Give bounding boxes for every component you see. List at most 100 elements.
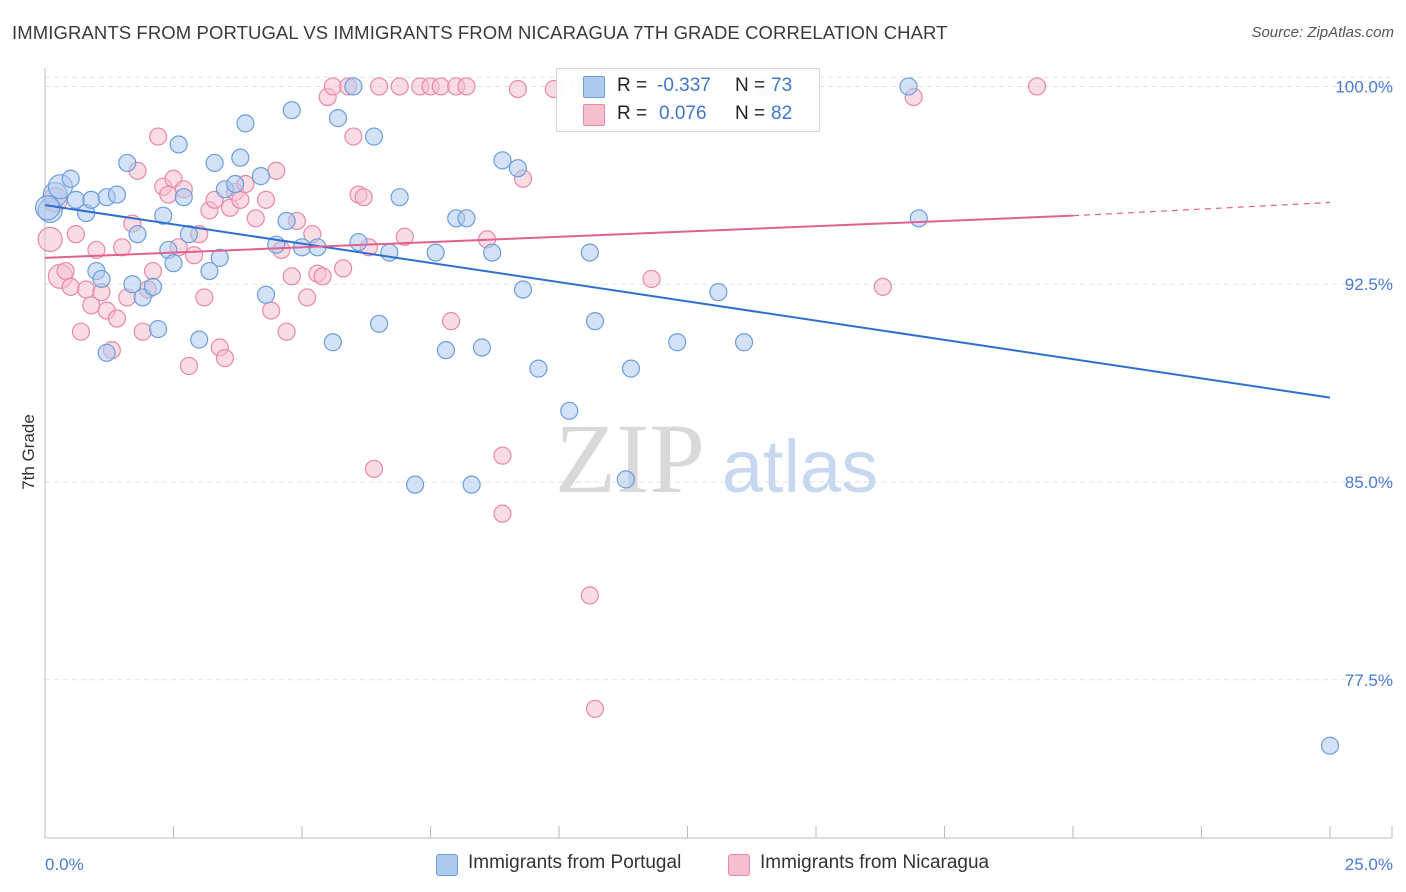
r-value-portugal: -0.337 xyxy=(657,75,711,96)
portugal-point xyxy=(472,338,491,357)
nicaragua-point xyxy=(262,301,281,320)
nicaragua-point xyxy=(457,77,476,96)
portugal-point xyxy=(236,114,255,133)
nicaragua-point xyxy=(195,288,214,307)
stats-row-portugal: R = -0.337 N = 73 xyxy=(557,72,819,100)
portugal-point xyxy=(616,470,635,489)
nicaragua-point xyxy=(215,348,234,368)
portugal-point xyxy=(709,283,728,302)
nicaragua-point xyxy=(508,79,527,99)
portugal-point xyxy=(148,319,168,339)
nicaragua-point xyxy=(364,459,384,478)
nicaragua-point xyxy=(148,127,168,146)
portugal-point xyxy=(282,101,301,120)
nicaragua-point xyxy=(61,277,80,296)
portugal-point xyxy=(128,225,147,244)
nicaragua-point xyxy=(580,586,599,605)
watermark: ZIP atlas xyxy=(555,403,878,514)
portugal-point xyxy=(436,341,456,360)
r-label: R = xyxy=(617,75,648,96)
portugal-point xyxy=(169,135,188,154)
nicaragua-point xyxy=(277,322,296,341)
portugal-point xyxy=(328,109,348,128)
nicaragua-point xyxy=(37,226,63,253)
portugal-point xyxy=(1320,736,1340,755)
nicaragua-point xyxy=(87,240,106,260)
nicaragua-point xyxy=(56,261,75,281)
nicaragua-point xyxy=(323,77,342,96)
portugal-point xyxy=(205,153,224,173)
nicaragua-point xyxy=(873,277,892,296)
portugal-point xyxy=(483,243,502,262)
nicaragua-point xyxy=(441,312,461,331)
nicaragua-point xyxy=(493,504,512,523)
nicaragua-point xyxy=(184,246,204,265)
portugal-point xyxy=(899,77,918,96)
chart-title: IMMIGRANTS FROM PORTUGAL VS IMMIGRANTS F… xyxy=(12,22,948,43)
portugal-point xyxy=(493,151,512,170)
nicaragua-point xyxy=(246,209,265,228)
portugal-point xyxy=(344,77,363,96)
portugal-point xyxy=(251,167,270,186)
portugal-point xyxy=(323,333,342,352)
nicaragua-point xyxy=(71,322,91,341)
portugal-point xyxy=(123,275,142,294)
nicaragua-point xyxy=(431,77,450,96)
r-label: R = xyxy=(617,103,648,124)
portugal-point xyxy=(909,209,928,228)
portugal-point xyxy=(154,206,173,225)
series-nicaragua-points xyxy=(37,77,1047,718)
n-label: N = xyxy=(735,103,766,124)
portugal-point xyxy=(668,333,687,352)
nicaragua-point xyxy=(133,322,152,341)
nicaragua-point xyxy=(267,161,286,180)
portugal-point xyxy=(277,211,296,231)
portugal-point xyxy=(390,188,409,207)
portugal-point xyxy=(82,190,101,209)
nicaragua-point xyxy=(77,280,96,299)
portugal-trend-line xyxy=(44,204,1331,399)
portugal-point xyxy=(513,280,533,299)
portugal-point xyxy=(179,225,199,244)
stats-row-nicaragua: R = 0.076 N = 82 xyxy=(557,100,819,128)
nicaragua-point xyxy=(354,188,373,207)
series-legend: Immigrants from Portugal Immigrants from… xyxy=(0,852,1406,878)
portugal-point xyxy=(210,248,229,267)
nicaragua-point xyxy=(66,225,85,244)
nicaragua-point xyxy=(344,127,363,146)
watermark-atlas: atlas xyxy=(722,425,878,508)
nicaragua-point xyxy=(159,185,178,204)
n-value-portugal: 73 xyxy=(771,75,793,96)
legend-label-portugal: Immigrants from Portugal xyxy=(468,852,682,873)
y-tick-label: 92.5% xyxy=(1345,275,1393,294)
portugal-point xyxy=(143,277,163,296)
nicaragua-point xyxy=(585,699,605,718)
portugal-point xyxy=(92,269,111,289)
nicaragua-point xyxy=(179,356,199,376)
portugal-point xyxy=(174,188,193,207)
portugal-point xyxy=(231,148,250,167)
legend-swatch-nicaragua xyxy=(728,854,750,876)
nicaragua-point xyxy=(282,267,301,286)
nicaragua-point xyxy=(1027,77,1047,96)
portugal-point xyxy=(164,254,183,273)
r-value-nicaragua: 0.076 xyxy=(659,103,707,124)
watermark-zip: ZIP xyxy=(555,403,705,514)
nicaragua-point xyxy=(231,190,250,209)
y-tick-label: 77.5% xyxy=(1345,671,1393,690)
portugal-point xyxy=(226,174,245,194)
portugal-point xyxy=(508,159,527,178)
x-tick-label: 25.0% xyxy=(1345,855,1393,874)
nicaragua-swatch xyxy=(583,104,605,126)
portugal-point xyxy=(734,333,754,352)
nicaragua-point xyxy=(143,261,163,281)
portugal-point xyxy=(61,169,80,188)
portugal-point xyxy=(97,343,116,362)
tick-labels: 100.0% 92.5% 85.0% 77.5% 0.0% 25.0% xyxy=(45,77,1393,874)
legend-swatch-portugal xyxy=(436,854,458,876)
nicaragua-point xyxy=(390,77,409,96)
portugal-point xyxy=(621,359,641,378)
nicaragua-trend-extension xyxy=(1072,201,1331,217)
portugal-point xyxy=(200,261,219,281)
y-tick-label: 100.0% xyxy=(1335,77,1393,96)
